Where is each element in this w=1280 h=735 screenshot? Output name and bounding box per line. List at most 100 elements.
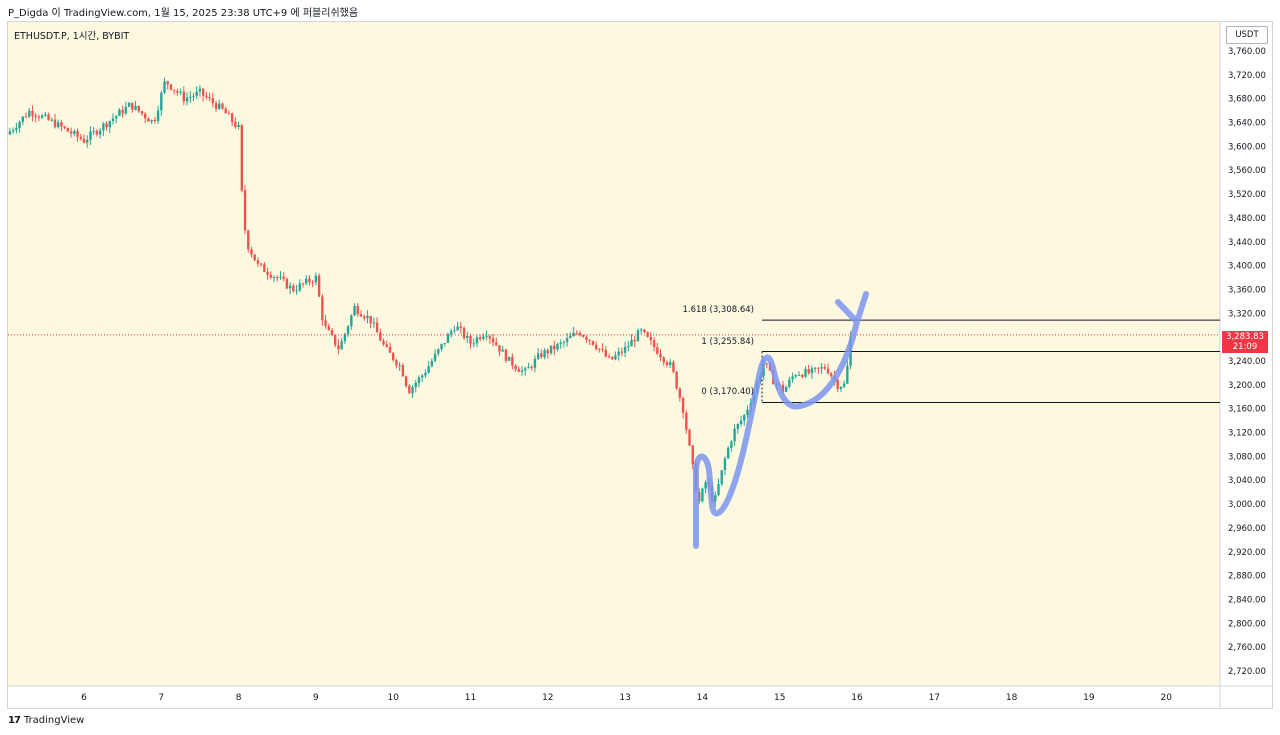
candle-body	[572, 332, 575, 337]
candle-body	[482, 336, 485, 340]
tradingview-logo-icon: 17	[8, 715, 21, 726]
candle-body	[591, 340, 595, 345]
candle-body	[836, 379, 839, 389]
candle-body	[8, 131, 12, 135]
candle-body	[746, 409, 749, 416]
candle-body	[414, 382, 417, 388]
candle-body	[60, 122, 63, 127]
candle-body	[430, 361, 434, 367]
candle-body	[530, 367, 533, 369]
candle-body	[247, 230, 250, 250]
price-tick-label: 3,240.00	[1228, 357, 1266, 367]
candle-body	[350, 315, 353, 327]
candle-body	[575, 332, 578, 334]
price-tick-label: 3,640.00	[1228, 119, 1266, 129]
candle-body	[788, 379, 791, 387]
candle-body	[28, 110, 31, 117]
candle-body	[105, 123, 108, 128]
candle-body	[214, 103, 218, 109]
candle-body	[404, 376, 408, 386]
candle-body	[614, 355, 617, 360]
candle-body	[630, 339, 633, 347]
candle-body	[781, 384, 785, 392]
candle-body	[272, 276, 276, 278]
candle-body	[784, 386, 788, 392]
candle-body	[813, 367, 817, 369]
candle-body	[420, 375, 424, 378]
candle-body	[18, 121, 21, 129]
candle-body	[443, 342, 446, 344]
candle-body	[256, 260, 260, 264]
candle-body	[250, 249, 253, 255]
price-tick-label: 3,720.00	[1228, 71, 1266, 81]
hand-drawn-path[interactable]	[693, 291, 869, 549]
candle-body	[343, 333, 347, 342]
candle-body	[57, 122, 60, 128]
candle-body	[556, 343, 559, 350]
candle-body	[804, 369, 807, 377]
candle-body	[266, 271, 269, 275]
candle-body	[691, 445, 694, 465]
current-price-tag: 3,283.83 21:09	[1222, 331, 1268, 353]
time-tick-label: 12	[542, 693, 553, 703]
candle-body	[143, 113, 147, 119]
candle-body	[69, 131, 73, 134]
candle-body	[427, 366, 430, 373]
candle-body	[714, 495, 717, 502]
candle-body	[15, 128, 18, 130]
candle-body	[527, 367, 530, 369]
candle-body	[192, 95, 195, 97]
candle-body	[285, 278, 289, 289]
candle-body	[820, 367, 823, 369]
candle-body	[95, 130, 99, 135]
candle-body	[559, 342, 562, 344]
candle-body	[240, 125, 244, 191]
candle-body	[736, 423, 740, 429]
candle-body	[469, 336, 472, 344]
candle-body	[408, 385, 411, 394]
candle-body	[176, 90, 179, 93]
time-tick-label: 11	[465, 693, 476, 703]
time-tick-label: 8	[236, 693, 242, 703]
candle-body	[317, 275, 321, 297]
candle-body	[40, 115, 44, 118]
candle-body	[453, 330, 456, 332]
candle-body	[308, 278, 311, 283]
candle-body	[501, 349, 504, 352]
candle-body	[842, 383, 846, 387]
candle-body	[269, 274, 273, 278]
candle-body	[73, 131, 76, 134]
candle-body	[585, 336, 588, 340]
currency-unit-button[interactable]: USDT	[1226, 26, 1268, 44]
candle-body	[517, 369, 521, 372]
candle-body	[398, 365, 401, 367]
candle-body	[227, 113, 231, 115]
candle-body	[66, 127, 70, 132]
candle-body	[82, 138, 86, 143]
price-tick-label: 3,600.00	[1228, 142, 1266, 152]
candle-body	[392, 352, 395, 361]
candle-body	[598, 348, 601, 350]
candle-body	[237, 125, 240, 128]
candle-body	[89, 131, 92, 140]
candle-body	[514, 365, 517, 370]
candle-body	[169, 84, 173, 90]
price-tick-label: 2,760.00	[1228, 643, 1266, 653]
candle-body	[311, 282, 314, 284]
price-axis-labels: 2,720.00 2,760.00 2,800.00 2,840.00 2,880.00…	[1228, 47, 1266, 677]
candle-body	[47, 114, 50, 120]
candle-body	[340, 341, 343, 350]
time-tick-label: 9	[313, 693, 319, 703]
candle-body	[652, 340, 656, 348]
candle-body	[205, 95, 208, 98]
candle-body	[553, 345, 556, 350]
tradingview-branding[interactable]: 17 TradingView	[8, 715, 84, 726]
candle-body	[594, 344, 598, 349]
candle-body	[127, 102, 131, 107]
price-tick-label: 3,680.00	[1228, 95, 1266, 105]
candle-body	[321, 296, 324, 321]
brand-name: TradingView	[23, 715, 85, 726]
candle-body	[134, 105, 137, 110]
price-tick-label: 3,000.00	[1228, 500, 1266, 510]
